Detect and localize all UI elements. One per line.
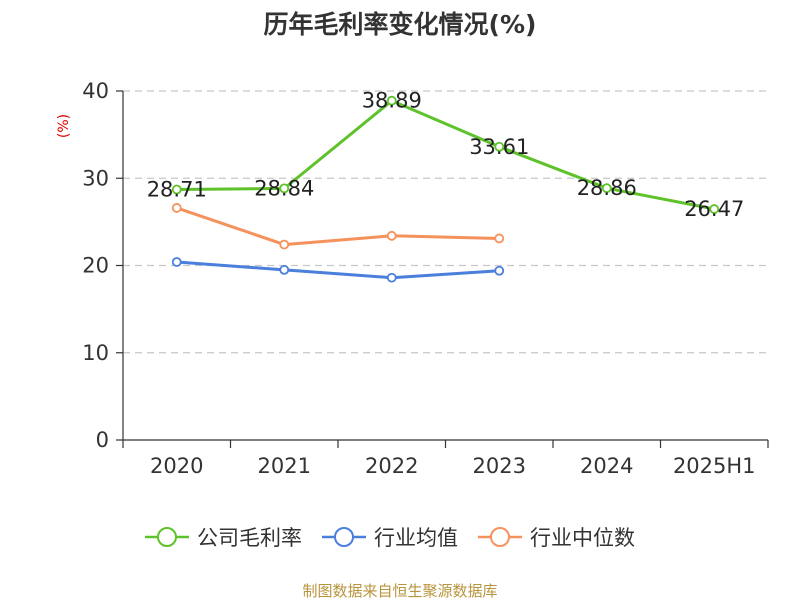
legend-marker [157, 527, 177, 547]
series-group [171, 95, 720, 283]
legend-label: 行业均值 [374, 526, 458, 550]
data-point [601, 183, 612, 194]
y-tick-label: 40 [82, 79, 109, 103]
series-line [176, 206, 500, 247]
series-line [176, 260, 500, 280]
x-tick-label: 2023 [473, 454, 526, 478]
data-label: 26.47 [684, 197, 744, 221]
data-point [709, 204, 720, 214]
legend: 公司毛利率 行业均值 行业中位数 [145, 526, 635, 550]
data-point [494, 233, 505, 244]
legend-marker [334, 527, 354, 547]
data-label: 28.86 [577, 176, 637, 200]
data-point [386, 230, 397, 241]
data-label: 33.61 [469, 135, 529, 159]
data-label: 38.89 [362, 89, 422, 113]
legend-marker [490, 527, 510, 547]
data-point [386, 272, 397, 283]
data-point [171, 184, 182, 195]
data-point [494, 141, 505, 152]
y-tick-label: 20 [82, 254, 109, 278]
legend-label: 行业中位数 [530, 526, 635, 550]
y-axis-label: (%) [56, 114, 72, 138]
data-point [279, 239, 290, 250]
data-point [279, 183, 290, 194]
y-tick-label: 0 [96, 428, 109, 452]
data-labels: 28.71 28.84 38.89 33.61 28.86 26.47 [147, 89, 745, 221]
x-tick-label: 2024 [580, 454, 633, 478]
series-line [176, 99, 715, 211]
data-point [494, 265, 505, 276]
x-tick-label: 2020 [150, 454, 203, 478]
x-tick-label: 2025H1 [673, 454, 756, 478]
data-point [171, 257, 182, 267]
data-point [386, 95, 397, 106]
data-point [171, 203, 182, 213]
data-label: 28.71 [147, 178, 207, 202]
axes: 0 10 20 30 40 2020 2021 2022 2023 2024 2025H1 [82, 79, 769, 478]
y-tick-label: 30 [82, 166, 109, 190]
chart-title: 历年毛利率变化情况(%) [264, 10, 537, 39]
legend-label: 公司毛利率 [197, 526, 302, 550]
data-point [279, 264, 290, 275]
data-label: 28.84 [254, 176, 314, 200]
y-tick-label: 10 [82, 341, 109, 365]
x-tick-label: 2022 [365, 454, 418, 478]
source-note: 制图数据来自恒生聚源数据库 [302, 582, 497, 600]
x-tick-label: 2021 [258, 454, 311, 478]
